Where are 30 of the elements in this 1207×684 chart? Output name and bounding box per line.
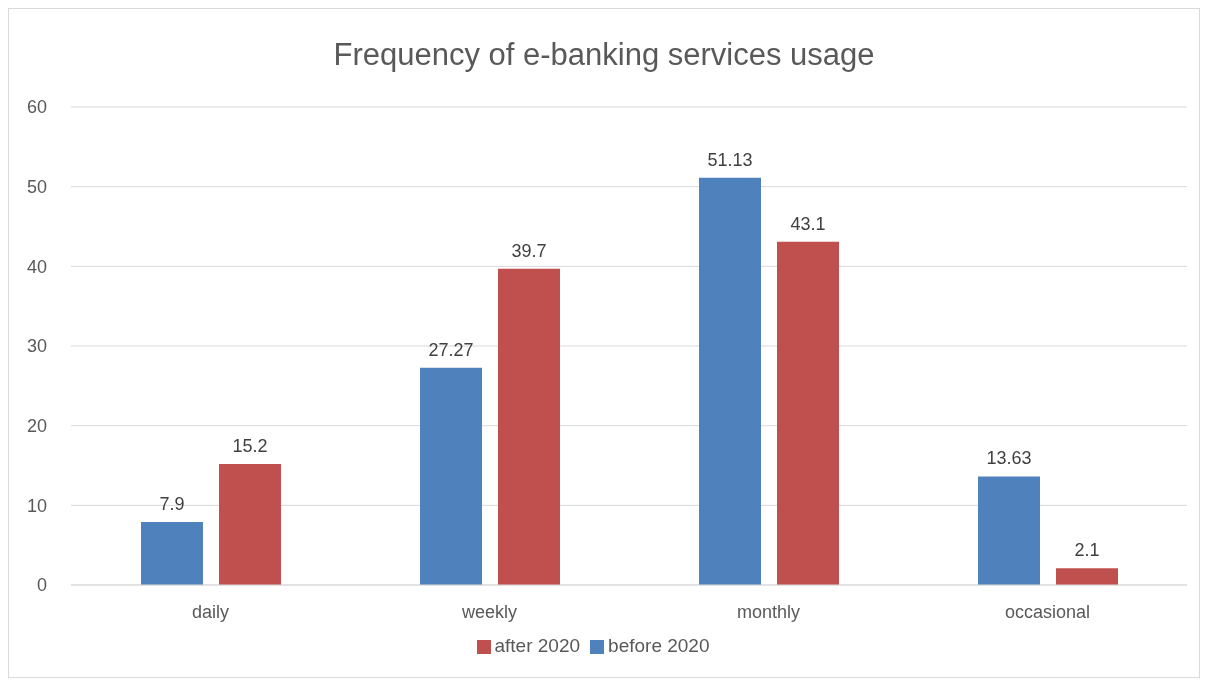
y-tick-label: 10 — [26, 495, 47, 516]
chart-title: Frequency of e-banking services usage — [332, 37, 876, 73]
data-label: 15.2 — [232, 435, 268, 456]
data-label: 2.1 — [1074, 540, 1100, 561]
data-label: 27.27 — [428, 339, 474, 360]
y-tick-label: 50 — [26, 177, 47, 198]
bar — [777, 241, 839, 585]
bar — [1056, 568, 1118, 585]
data-label: 7.9 — [159, 494, 185, 515]
y-tick-label: 30 — [26, 336, 47, 357]
legend-label: before 2020 — [608, 635, 710, 656]
y-tick-label: 20 — [26, 416, 47, 437]
x-tick-label: weekly — [460, 601, 518, 622]
data-label: 43.1 — [790, 213, 826, 234]
data-label: 51.13 — [707, 149, 753, 170]
bar — [978, 476, 1040, 585]
x-tick-label: occasional — [1004, 601, 1091, 622]
bar — [699, 177, 761, 585]
x-tick-label: daily — [191, 601, 230, 622]
bar — [498, 268, 560, 585]
bar — [420, 367, 482, 585]
x-tick-label: monthly — [736, 601, 801, 622]
y-tick-label: 40 — [26, 256, 47, 277]
bar — [219, 463, 281, 585]
data-label: 13.63 — [986, 448, 1032, 469]
data-label: 39.7 — [511, 240, 547, 261]
bar — [141, 522, 203, 585]
y-tick-label: 60 — [26, 97, 47, 118]
y-tick-label: 0 — [36, 575, 47, 596]
legend-label: after 2020 — [494, 635, 581, 656]
